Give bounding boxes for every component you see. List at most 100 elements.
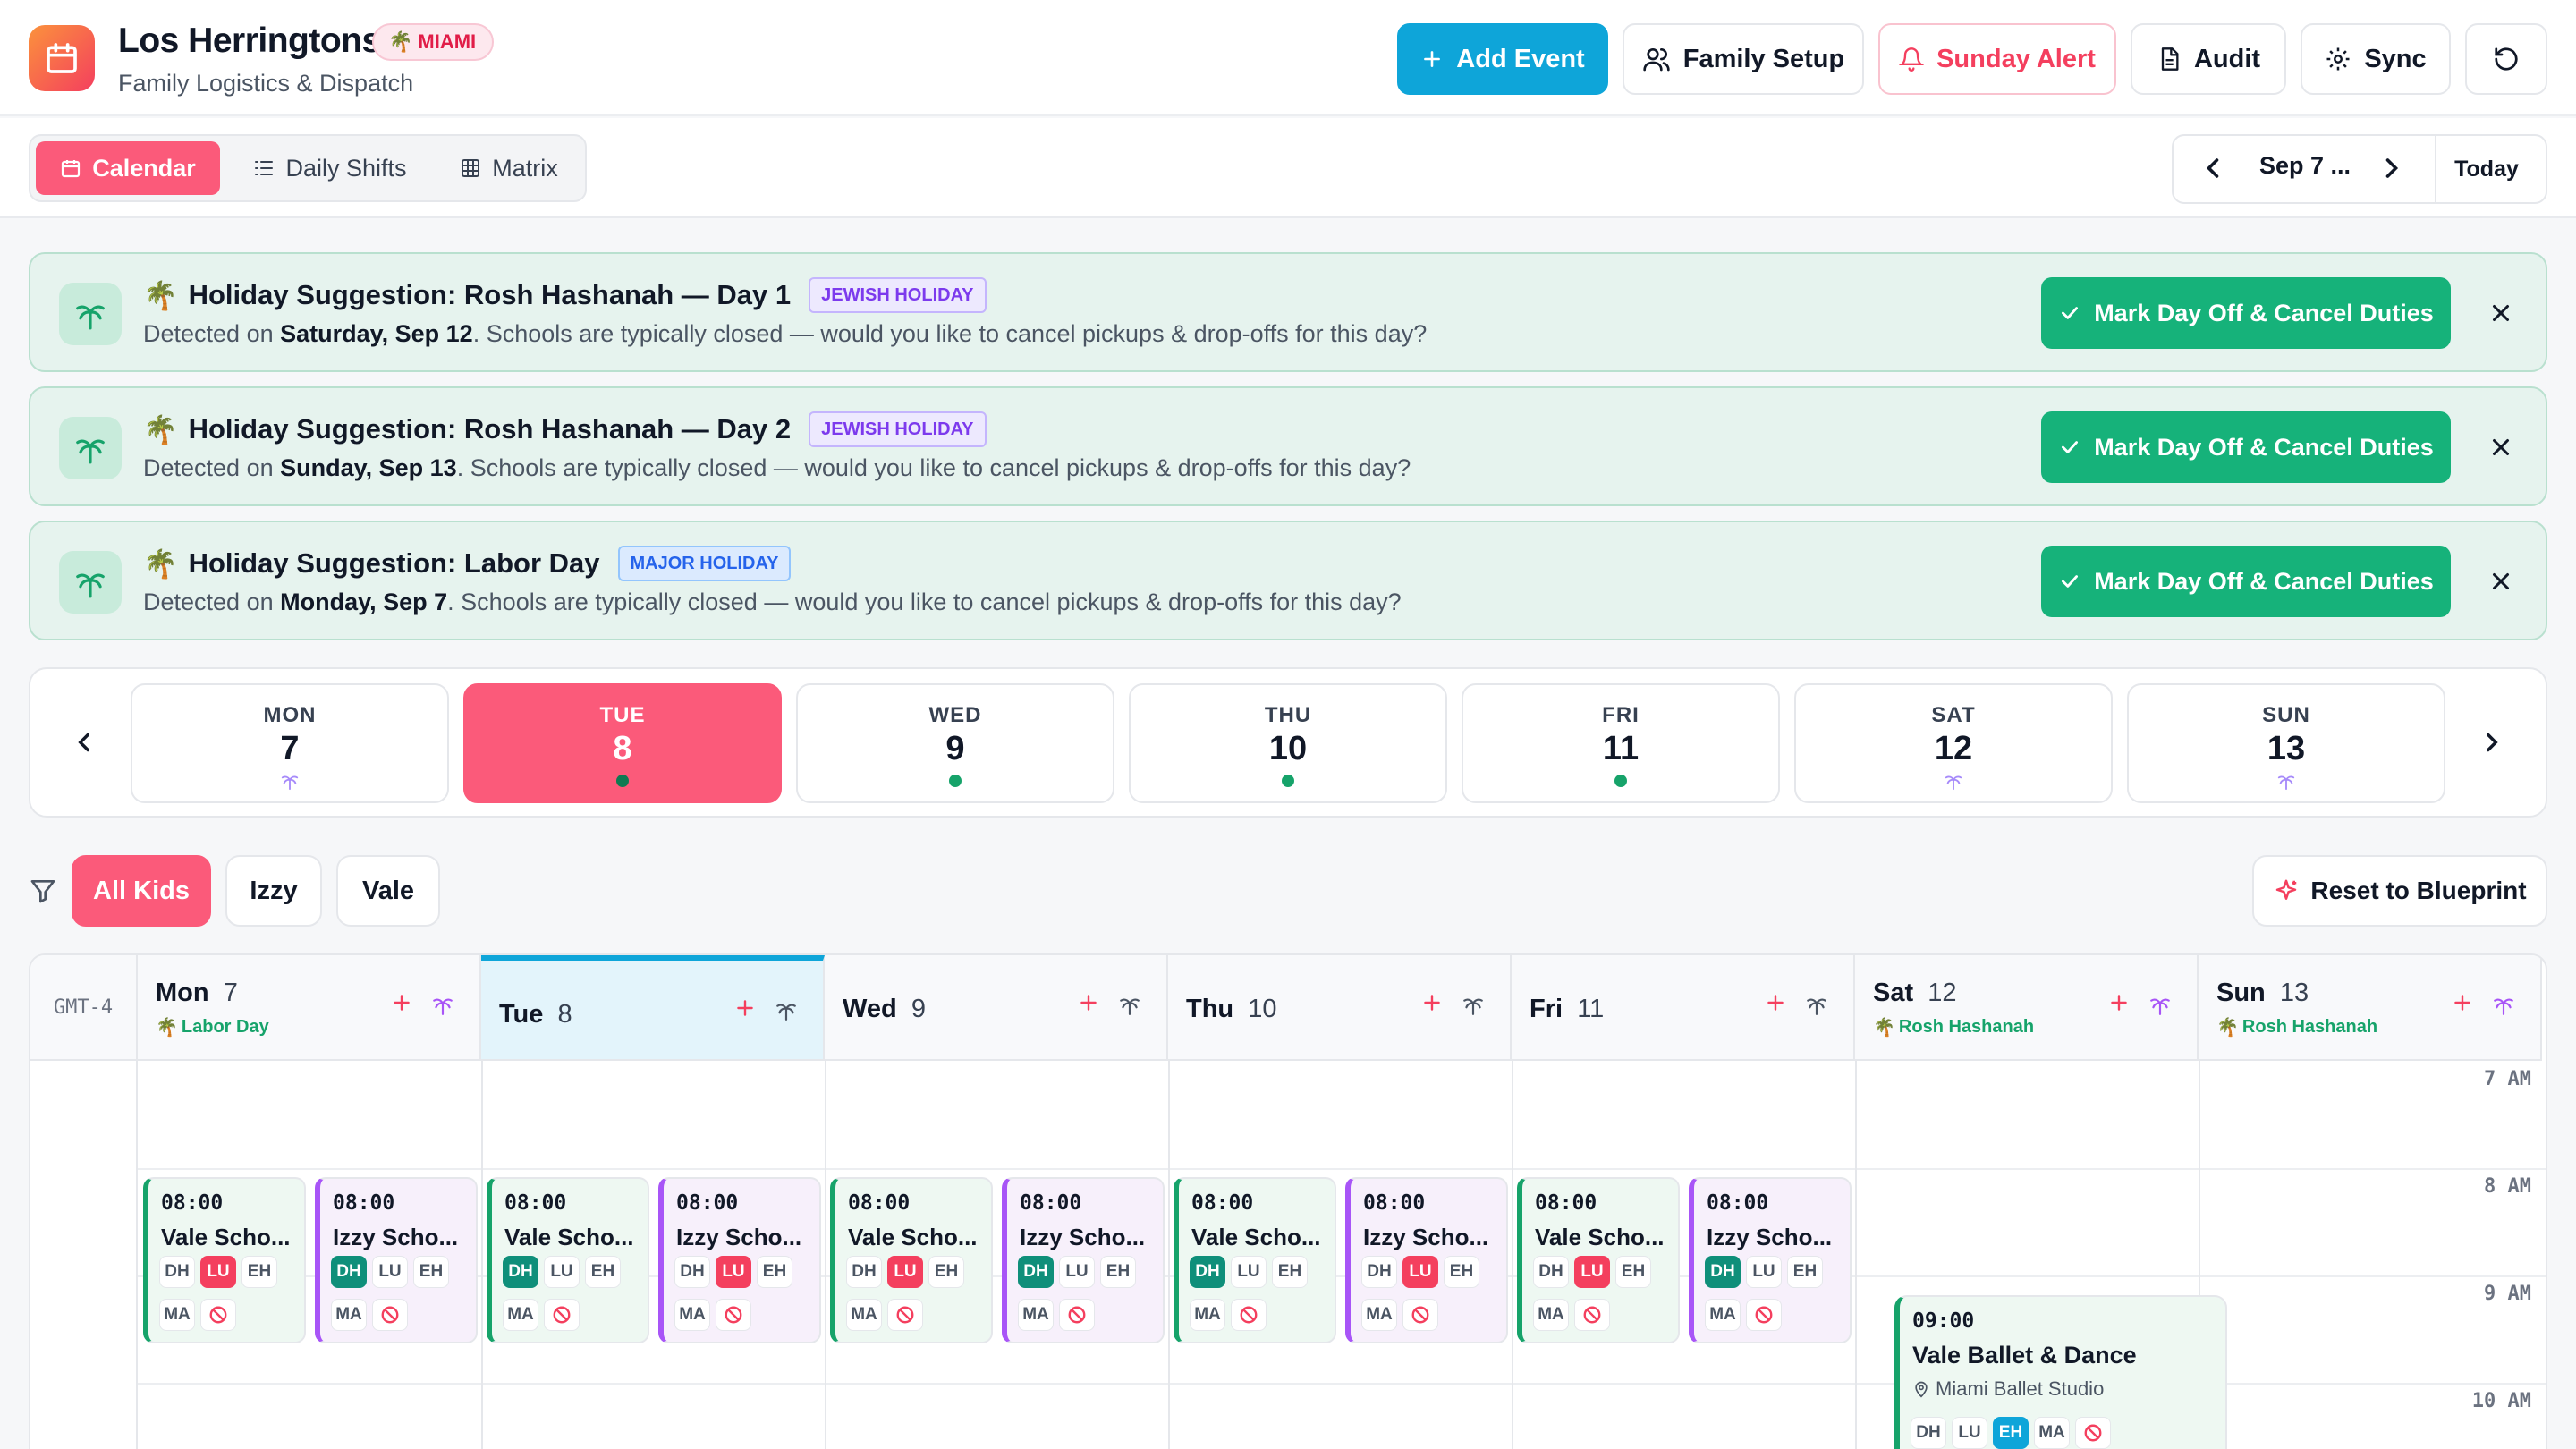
add-event-plus-button[interactable] xyxy=(1420,991,1444,1014)
day-column-header[interactable]: Tue 8 xyxy=(481,955,825,1061)
role-pill-eh[interactable]: EH xyxy=(1615,1256,1651,1288)
week-day-card[interactable]: MON 7 xyxy=(131,683,449,803)
role-pill-ma[interactable]: MA xyxy=(674,1299,710,1331)
role-pill-ma[interactable]: MA xyxy=(1705,1299,1741,1331)
event-vale-ballet[interactable]: 09:00 Vale Ballet & Dance Miami Ballet S… xyxy=(1894,1295,2227,1449)
refresh-button[interactable] xyxy=(2465,23,2547,95)
role-pill-eh[interactable]: EH xyxy=(1272,1256,1308,1288)
event-vale-school[interactable]: 08:00 Vale Scho... DH LU EH MA xyxy=(487,1177,649,1343)
add-event-plus-button[interactable] xyxy=(1764,991,1787,1014)
add-event-plus-button[interactable] xyxy=(2107,991,2131,1014)
event-vale-school[interactable]: 08:00 Vale Scho... DH LU EH MA xyxy=(143,1177,306,1343)
day-column-header[interactable]: Sat 12 🌴 Rosh Hashanah xyxy=(1855,955,2199,1061)
role-pill-eh[interactable]: EH xyxy=(928,1256,964,1288)
week-day-card[interactable]: THU 10 xyxy=(1129,683,1447,803)
cancel-icon[interactable] xyxy=(544,1299,580,1331)
dismiss-button[interactable] xyxy=(2481,428,2521,467)
week-strip-next-button[interactable] xyxy=(2472,716,2512,769)
cancel-icon[interactable] xyxy=(200,1299,236,1331)
role-pill-lu[interactable]: LU xyxy=(1574,1256,1610,1288)
role-pill-dh[interactable]: DH xyxy=(1705,1256,1741,1288)
week-day-card[interactable]: WED 9 xyxy=(796,683,1114,803)
filter-izzy[interactable]: Izzy xyxy=(225,855,322,927)
role-pill-lu[interactable]: LU xyxy=(1952,1417,1987,1449)
role-pill-dh[interactable]: DH xyxy=(674,1256,710,1288)
cancel-icon[interactable] xyxy=(1746,1299,1782,1331)
day-column-header[interactable]: Mon 7 🌴 Labor Day xyxy=(138,955,481,1061)
role-pill-ma[interactable]: MA xyxy=(1018,1299,1054,1331)
prev-week-button[interactable] xyxy=(2197,152,2229,184)
next-week-button[interactable] xyxy=(2376,152,2408,184)
event-vale-school[interactable]: 08:00 Vale Scho... DH LU EH MA xyxy=(1517,1177,1680,1343)
add-event-plus-button[interactable] xyxy=(1077,991,1100,1014)
role-pill-ma[interactable]: MA xyxy=(503,1299,538,1331)
mark-day-off-button[interactable]: Mark Day Off & Cancel Duties xyxy=(2041,411,2451,483)
event-izzy-school[interactable]: 08:00 Izzy Scho... DH LU EH MA xyxy=(1345,1177,1508,1343)
cancel-icon[interactable] xyxy=(887,1299,923,1331)
cancel-icon[interactable] xyxy=(1402,1299,1438,1331)
role-pill-eh[interactable]: EH xyxy=(1444,1256,1479,1288)
day-column-header[interactable]: Fri 11 xyxy=(1512,955,1855,1061)
today-button[interactable]: Today xyxy=(2435,134,2537,204)
mark-day-off-button[interactable]: Mark Day Off & Cancel Duties xyxy=(2041,546,2451,617)
event-izzy-school[interactable]: 08:00 Izzy Scho... DH LU EH MA xyxy=(1002,1177,1165,1343)
event-izzy-school[interactable]: 08:00 Izzy Scho... DH LU EH MA xyxy=(658,1177,821,1343)
mark-holiday-button[interactable] xyxy=(431,993,454,1016)
mark-holiday-button[interactable] xyxy=(2492,993,2515,1016)
role-pill-eh[interactable]: EH xyxy=(585,1256,621,1288)
role-pill-dh[interactable]: DH xyxy=(846,1256,882,1288)
tab-daily-shifts[interactable]: Daily Shifts xyxy=(231,141,429,195)
audit-button[interactable]: Audit xyxy=(2131,23,2286,95)
mark-holiday-button[interactable] xyxy=(775,998,798,1021)
role-pill-lu[interactable]: LU xyxy=(1059,1256,1095,1288)
role-pill-ma[interactable]: MA xyxy=(846,1299,882,1331)
role-pill-lu[interactable]: LU xyxy=(1746,1256,1782,1288)
cancel-icon[interactable] xyxy=(716,1299,751,1331)
week-day-card[interactable]: FRI 11 xyxy=(1462,683,1780,803)
reset-to-blueprint-button[interactable]: Reset to Blueprint xyxy=(2252,855,2547,927)
role-pill-ma[interactable]: MA xyxy=(2034,1417,2070,1449)
role-pill-dh[interactable]: DH xyxy=(1190,1256,1225,1288)
tab-matrix[interactable]: Matrix xyxy=(442,141,576,195)
filter-vale[interactable]: Vale xyxy=(336,855,440,927)
add-event-plus-button[interactable] xyxy=(390,991,413,1014)
role-pill-dh[interactable]: DH xyxy=(159,1256,195,1288)
event-izzy-school[interactable]: 08:00 Izzy Scho... DH LU EH MA xyxy=(1689,1177,1852,1343)
role-pill-dh[interactable]: DH xyxy=(1018,1256,1054,1288)
role-pill-lu[interactable]: LU xyxy=(544,1256,580,1288)
role-pill-eh[interactable]: EH xyxy=(242,1256,277,1288)
day-column-header[interactable]: Thu 10 xyxy=(1168,955,1512,1061)
family-setup-button[interactable]: Family Setup xyxy=(1623,23,1864,95)
role-pill-ma[interactable]: MA xyxy=(159,1299,195,1331)
role-pill-lu[interactable]: LU xyxy=(372,1256,408,1288)
tab-calendar[interactable]: Calendar xyxy=(36,141,220,195)
role-pill-lu[interactable]: LU xyxy=(716,1256,751,1288)
role-pill-dh[interactable]: DH xyxy=(503,1256,538,1288)
mark-holiday-button[interactable] xyxy=(1805,993,1828,1016)
role-pill-eh[interactable]: EH xyxy=(1787,1256,1823,1288)
week-day-card[interactable]: TUE 8 xyxy=(463,683,782,803)
cancel-icon[interactable] xyxy=(1059,1299,1095,1331)
role-pill-lu[interactable]: LU xyxy=(1402,1256,1438,1288)
cancel-icon[interactable] xyxy=(372,1299,408,1331)
mark-holiday-button[interactable] xyxy=(1462,993,1485,1016)
event-izzy-school[interactable]: 08:00 Izzy Scho... DH LU EH MA xyxy=(315,1177,478,1343)
week-day-card[interactable]: SAT 12 xyxy=(1794,683,2113,803)
day-column-header[interactable]: Sun 13 🌴 Rosh Hashanah xyxy=(2199,955,2542,1061)
role-pill-dh[interactable]: DH xyxy=(331,1256,367,1288)
sync-button[interactable]: Sync xyxy=(2301,23,2451,95)
role-pill-dh[interactable]: DH xyxy=(1911,1417,1946,1449)
cancel-icon[interactable] xyxy=(1231,1299,1267,1331)
add-event-plus-button[interactable] xyxy=(2451,991,2474,1014)
role-pill-dh[interactable]: DH xyxy=(1361,1256,1397,1288)
mark-day-off-button[interactable]: Mark Day Off & Cancel Duties xyxy=(2041,277,2451,349)
role-pill-ma[interactable]: MA xyxy=(1361,1299,1397,1331)
cancel-icon[interactable] xyxy=(2075,1417,2111,1449)
mark-holiday-button[interactable] xyxy=(2148,993,2172,1016)
role-pill-ma[interactable]: MA xyxy=(1190,1299,1225,1331)
mark-holiday-button[interactable] xyxy=(1118,993,1141,1016)
week-strip-prev-button[interactable] xyxy=(64,716,104,769)
role-pill-ma[interactable]: MA xyxy=(331,1299,367,1331)
date-range-label[interactable]: Sep 7 ... xyxy=(2259,152,2351,179)
role-pill-dh[interactable]: DH xyxy=(1533,1256,1569,1288)
